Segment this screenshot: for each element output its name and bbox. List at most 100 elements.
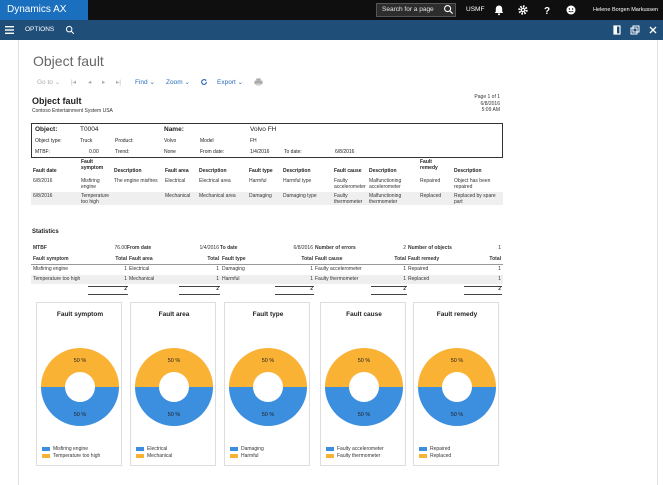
company-selector[interactable]: USMF [466, 6, 485, 13]
donut-slice[interactable] [229, 387, 307, 426]
col-type-description: Description [283, 168, 311, 174]
report-frame [18, 40, 658, 485]
export-label: Export [217, 79, 236, 86]
hamburger-icon[interactable] [5, 26, 14, 34]
fault-cell: Misfiring engine [81, 178, 100, 190]
donut-slice[interactable] [325, 387, 403, 426]
chart-card: Fault remedy 50 % 50 % Repaired Replaced [413, 302, 499, 466]
legend-label: Electrical [147, 446, 168, 452]
export-dropdown[interactable]: Export ⌄ [217, 78, 243, 86]
next-page-icon[interactable]: ▸ [102, 79, 106, 86]
fault-cell: Faulty accelerometer [334, 178, 366, 190]
stat-cell: 1 [216, 276, 219, 282]
first-page-icon[interactable]: |◂ [71, 79, 76, 86]
chart-title: Fault symptom [56, 311, 104, 318]
search-icon[interactable] [443, 4, 454, 15]
legend-swatch [230, 453, 238, 458]
stat-to-value: 6/8/2016 [293, 245, 313, 251]
object-summary: Object: T0004 Name: Volvo FH Object type… [31, 123, 503, 158]
col-symptom-description: Description [114, 168, 142, 174]
name-label: Name: [164, 126, 184, 133]
col-remedy-description: Description [454, 168, 482, 174]
stat-total: 2 [498, 286, 501, 292]
fault-cell: Repaired [420, 178, 441, 184]
trend-value: None [164, 149, 176, 155]
donut-chart: 50 % 50 % [135, 348, 213, 426]
chevron-down-icon: ⌄ [184, 79, 190, 86]
stat-cell: 1 [498, 276, 501, 282]
legend-label: Replaced [430, 453, 452, 459]
donut-slice[interactable] [418, 348, 496, 387]
smiley-icon[interactable] [565, 4, 577, 16]
zoom-dropdown[interactable]: Zoom ⌄ [166, 78, 190, 86]
app-brand[interactable]: Dynamics AX [0, 0, 88, 20]
search-input[interactable]: Search for a page [376, 3, 456, 17]
donut-slice[interactable] [418, 387, 496, 426]
legend-swatch [419, 446, 427, 451]
close-icon[interactable] [648, 25, 658, 35]
new-window-icon[interactable] [630, 25, 640, 35]
stat-cell: Harmful [222, 276, 240, 282]
legend-label: Faulty thermometer [337, 453, 381, 459]
donut-slice[interactable] [229, 348, 307, 387]
help-icon[interactable]: ? [541, 4, 553, 16]
refresh-icon[interactable] [200, 78, 208, 86]
donut-slice[interactable] [135, 348, 213, 387]
stat-col-remedy: Fault remedy [408, 256, 440, 262]
slice-label: 50 % [358, 412, 371, 418]
stat-objects-value: 1 [498, 245, 501, 251]
previous-page-icon[interactable]: ◂ [88, 79, 92, 86]
office-icon[interactable] [612, 25, 622, 35]
col-fault-area: Fault area [165, 168, 189, 174]
model-value: FH [250, 138, 257, 144]
legend-swatch [419, 453, 427, 458]
slice-label: 50 % [168, 358, 181, 364]
stat-total: 2 [403, 286, 406, 292]
stat-cell: 1 [403, 276, 406, 282]
page-info: Page 1 of 1 6/8/2016 5:09 AM [474, 94, 500, 114]
donut-slice[interactable] [41, 387, 119, 426]
stat-cell: Temperature too high [33, 276, 81, 282]
last-page-icon[interactable]: ▸| [116, 79, 121, 86]
fault-cell: Temperature too high [81, 193, 110, 205]
bell-icon[interactable] [493, 4, 505, 16]
fault-cell: Harmful type [283, 178, 312, 184]
legend-label: Repaired [430, 446, 451, 452]
stat-col-symptom: Fault symptom [33, 256, 69, 262]
fault-cell: Replaced [420, 193, 442, 199]
total-line [464, 286, 502, 287]
chart-title: Fault remedy [436, 311, 478, 318]
user-name[interactable]: Helene Borgen Markussen [593, 7, 659, 13]
stat-mtbf-label: MTBF [33, 245, 47, 251]
legend-item: Replaced [419, 453, 451, 459]
stat-cell: Repaired [408, 266, 429, 272]
search-icon[interactable] [65, 25, 75, 35]
legend-item: Temperature too high [42, 453, 100, 459]
table-row: 6/8/2016 Temperature too high Mechanical… [31, 192, 503, 205]
goto-dropdown[interactable]: Go to ⌄ [37, 78, 60, 86]
legend-item: Faulty thermometer [326, 453, 380, 459]
find-dropdown[interactable]: Find ⌄ [135, 78, 155, 86]
stat-errors-label: Number of errors [315, 245, 356, 251]
fault-cell: Malfunctioning thermometer [369, 193, 402, 205]
print-icon[interactable] [254, 78, 263, 86]
gear-icon[interactable] [517, 4, 529, 16]
donut-slice[interactable] [135, 387, 213, 426]
slice-label: 50 % [168, 412, 181, 418]
col-fault-cause: Fault cause [334, 168, 362, 174]
report-company: Contoso Entertainment System USA [32, 108, 113, 114]
donut-slice[interactable] [325, 348, 403, 387]
stat-cell: 1 [310, 266, 313, 272]
legend-label: Temperature too high [53, 453, 101, 459]
col-fault-date: Fault date [33, 168, 57, 174]
col-cause-description: Description [369, 168, 397, 174]
options-menu[interactable]: OPTIONS [25, 26, 55, 33]
legend-item: Misfiring engine [42, 446, 88, 452]
total-line [179, 286, 220, 287]
legend-swatch [136, 453, 144, 458]
fault-cell: Replaced by spare part [454, 193, 496, 205]
fault-cell: Mechanical area [199, 193, 236, 199]
total-line [275, 286, 314, 287]
stat-cell: 1 [310, 276, 313, 282]
donut-slice[interactable] [41, 348, 119, 387]
